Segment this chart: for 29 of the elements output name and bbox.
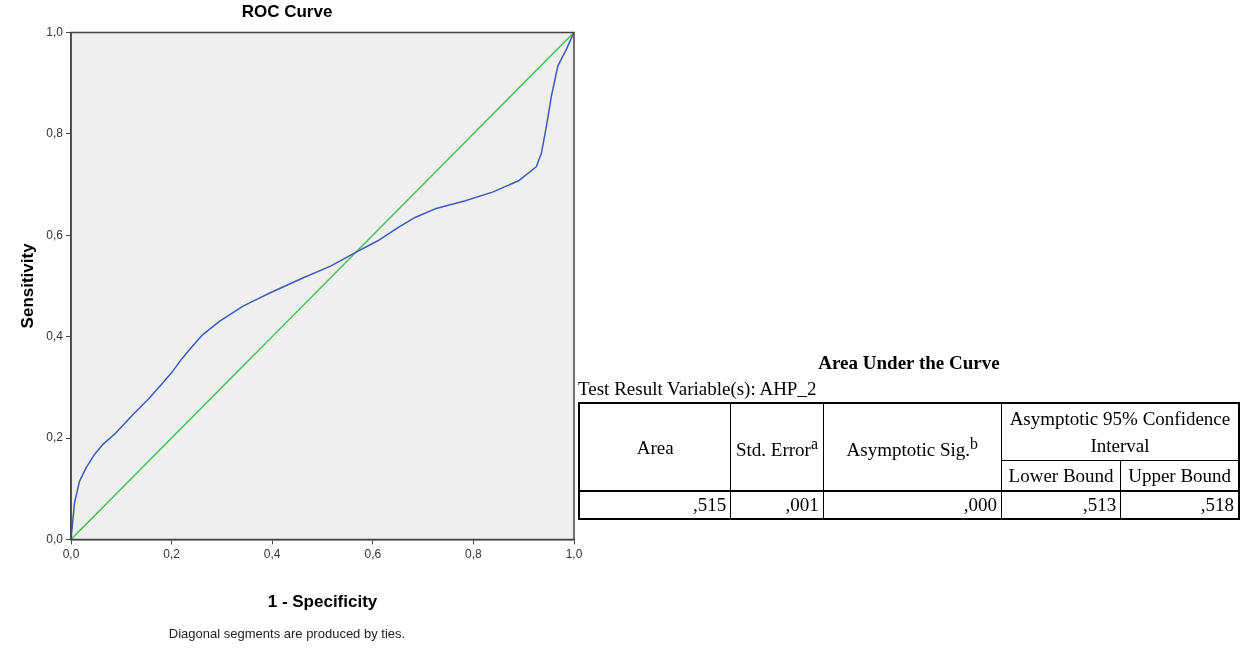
x-tick-label: 0,8: [465, 546, 483, 561]
text: Area Under the Curve: [817, 352, 1001, 374]
text: ,515: [579, 491, 731, 519]
x-tick-label: 0,0: [62, 546, 80, 561]
text: Asymptotic 95% Confidence Interval: [1001, 403, 1239, 461]
text: Upper Bound: [1120, 460, 1239, 491]
x-tick-label: 1,0: [565, 546, 583, 561]
text: Lower Bound: [1001, 460, 1121, 491]
text: ,518: [1120, 491, 1239, 519]
x-tick-label: 0,4: [263, 546, 281, 561]
text: Std. Error$^{a}$: [730, 403, 824, 491]
text: Area: [579, 403, 731, 491]
x-axis-title: 1 - Specificity: [267, 591, 378, 611]
x-tick-label: 0,2: [163, 546, 181, 561]
text: Test Result Variable(s): AHP_2: [578, 378, 818, 400]
x-tick-label: 0,6: [364, 546, 382, 561]
chart-title: ROC Curve: [241, 1, 333, 21]
text: Diagonal segments are produced by ties.: [168, 625, 406, 641]
y-tick-label: 1,0: [46, 24, 64, 39]
y-tick-label: 0,8: [46, 126, 64, 141]
text: ,001: [730, 491, 824, 519]
y-tick-label: 0,4: [46, 328, 64, 343]
text: ,513: [1001, 491, 1121, 519]
y-axis-title: Sensitivity: [17, 242, 37, 329]
text: ,000: [823, 491, 1002, 519]
y-tick-label: 0,0: [46, 531, 64, 546]
text: Asymptotic Sig.$^{b}$: [823, 403, 1002, 491]
y-tick-label: 0,2: [46, 430, 64, 445]
y-tick-label: 0,6: [46, 227, 64, 242]
